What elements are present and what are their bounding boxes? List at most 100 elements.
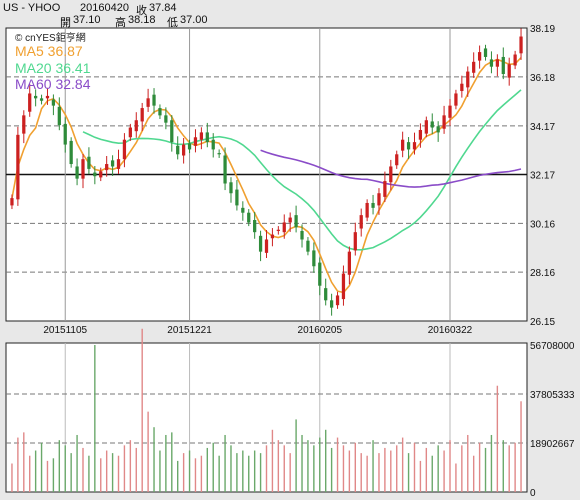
candle-body — [501, 56, 505, 74]
candle-body — [57, 106, 61, 126]
candle-body — [495, 59, 499, 67]
candle-body — [395, 154, 399, 166]
legend-ma60: MA60 32.84 — [15, 76, 91, 92]
candle-body — [377, 193, 381, 206]
header-open-label: 開 — [60, 17, 71, 29]
candle-body — [187, 143, 192, 150]
candle-body — [105, 164, 109, 171]
candle-body — [51, 99, 56, 106]
candle-body — [282, 222, 286, 233]
candle-body — [430, 121, 434, 128]
candle-body — [235, 189, 239, 206]
candle-body — [353, 232, 357, 251]
candle-body — [312, 250, 316, 267]
candle-body — [176, 145, 180, 155]
candle-body — [365, 202, 369, 218]
x-tick-label: 20160205 — [298, 325, 343, 336]
candle-body — [318, 262, 322, 286]
candle-body — [306, 240, 310, 252]
candle-body — [383, 181, 387, 197]
volume-y-tick-label: 56708000 — [530, 341, 575, 352]
candle-body — [116, 159, 121, 169]
volume-y-tick-label: 37805333 — [530, 390, 575, 401]
candle-body — [329, 300, 334, 308]
candle-body — [45, 95, 50, 99]
price-y-tick-label: 30.16 — [530, 219, 555, 230]
legend-ma5: MA5 36.87 — [15, 43, 83, 59]
candle-body — [205, 132, 209, 143]
candle-body — [406, 142, 411, 150]
candle-body — [34, 95, 38, 99]
price-y-tick-label: 36.18 — [530, 73, 555, 84]
candle-body — [519, 36, 523, 54]
candle-body — [460, 83, 464, 92]
x-tick-label: 20151105 — [43, 325, 87, 336]
candle-body — [359, 215, 363, 229]
candle-body — [442, 115, 446, 129]
header-close: 37.84 — [149, 2, 177, 14]
candle-body — [110, 160, 115, 167]
candle-body — [507, 64, 511, 78]
candle-body — [199, 132, 204, 140]
candle-body — [164, 115, 168, 123]
price-y-tick-label: 34.17 — [530, 122, 555, 133]
candle-body — [170, 120, 174, 143]
candle-body — [276, 229, 280, 231]
x-tick-label: 20160322 — [428, 325, 473, 336]
candle-body — [99, 171, 103, 178]
candle-body — [87, 156, 91, 169]
legend-copyright: © cnYES鉅亨網 — [15, 31, 86, 44]
candle-body — [140, 108, 144, 122]
price-y-tick-label: 32.17 — [530, 171, 555, 182]
volume-y-tick-label: 0 — [530, 488, 536, 499]
candle-body — [270, 234, 275, 239]
candle-body — [401, 139, 405, 151]
ma20-line — [82, 89, 522, 251]
candle-body — [16, 134, 20, 200]
volume-y-tick-label: 18902667 — [530, 439, 575, 450]
candle-body — [63, 123, 67, 145]
candle-body — [335, 295, 340, 306]
candle-body — [513, 54, 517, 66]
candle-body — [472, 61, 476, 73]
candle-body — [193, 137, 198, 146]
candle-body — [39, 98, 44, 101]
candle-body — [477, 52, 482, 61]
candle-body — [294, 215, 298, 228]
candle-body — [146, 98, 150, 107]
candle-body — [288, 217, 292, 223]
candle-body — [247, 212, 251, 223]
candle-body — [412, 142, 417, 150]
candle-body — [389, 166, 393, 183]
candle-body — [69, 140, 73, 165]
candle-body — [371, 202, 375, 208]
candle-body — [418, 129, 423, 140]
candle-body — [324, 288, 328, 301]
candle-body — [28, 93, 32, 112]
candle-body — [253, 220, 257, 233]
header-low: 37.00 — [180, 14, 208, 26]
candle-body — [258, 235, 263, 252]
candle-body — [241, 207, 245, 213]
candle-body — [466, 71, 470, 88]
candle-body — [483, 48, 488, 57]
candle-body — [10, 198, 14, 206]
candle-body — [134, 120, 138, 132]
candle-body — [264, 239, 269, 253]
candle-body — [152, 94, 156, 106]
candle-body — [347, 251, 352, 275]
candle-body — [341, 273, 346, 300]
candle-body — [75, 166, 79, 179]
header-open: 37.10 — [73, 14, 101, 26]
candle-body — [122, 139, 127, 160]
candle-body — [217, 153, 221, 155]
legend-ma20: MA20 36.41 — [15, 60, 91, 76]
header-high: 38.18 — [128, 14, 156, 26]
price-y-tick-label: 26.15 — [530, 317, 555, 328]
candle-body — [181, 144, 186, 156]
candle-body — [489, 59, 494, 67]
candle-body — [211, 139, 215, 150]
candle-body — [223, 155, 227, 184]
price-y-tick-label: 38.19 — [530, 24, 555, 35]
